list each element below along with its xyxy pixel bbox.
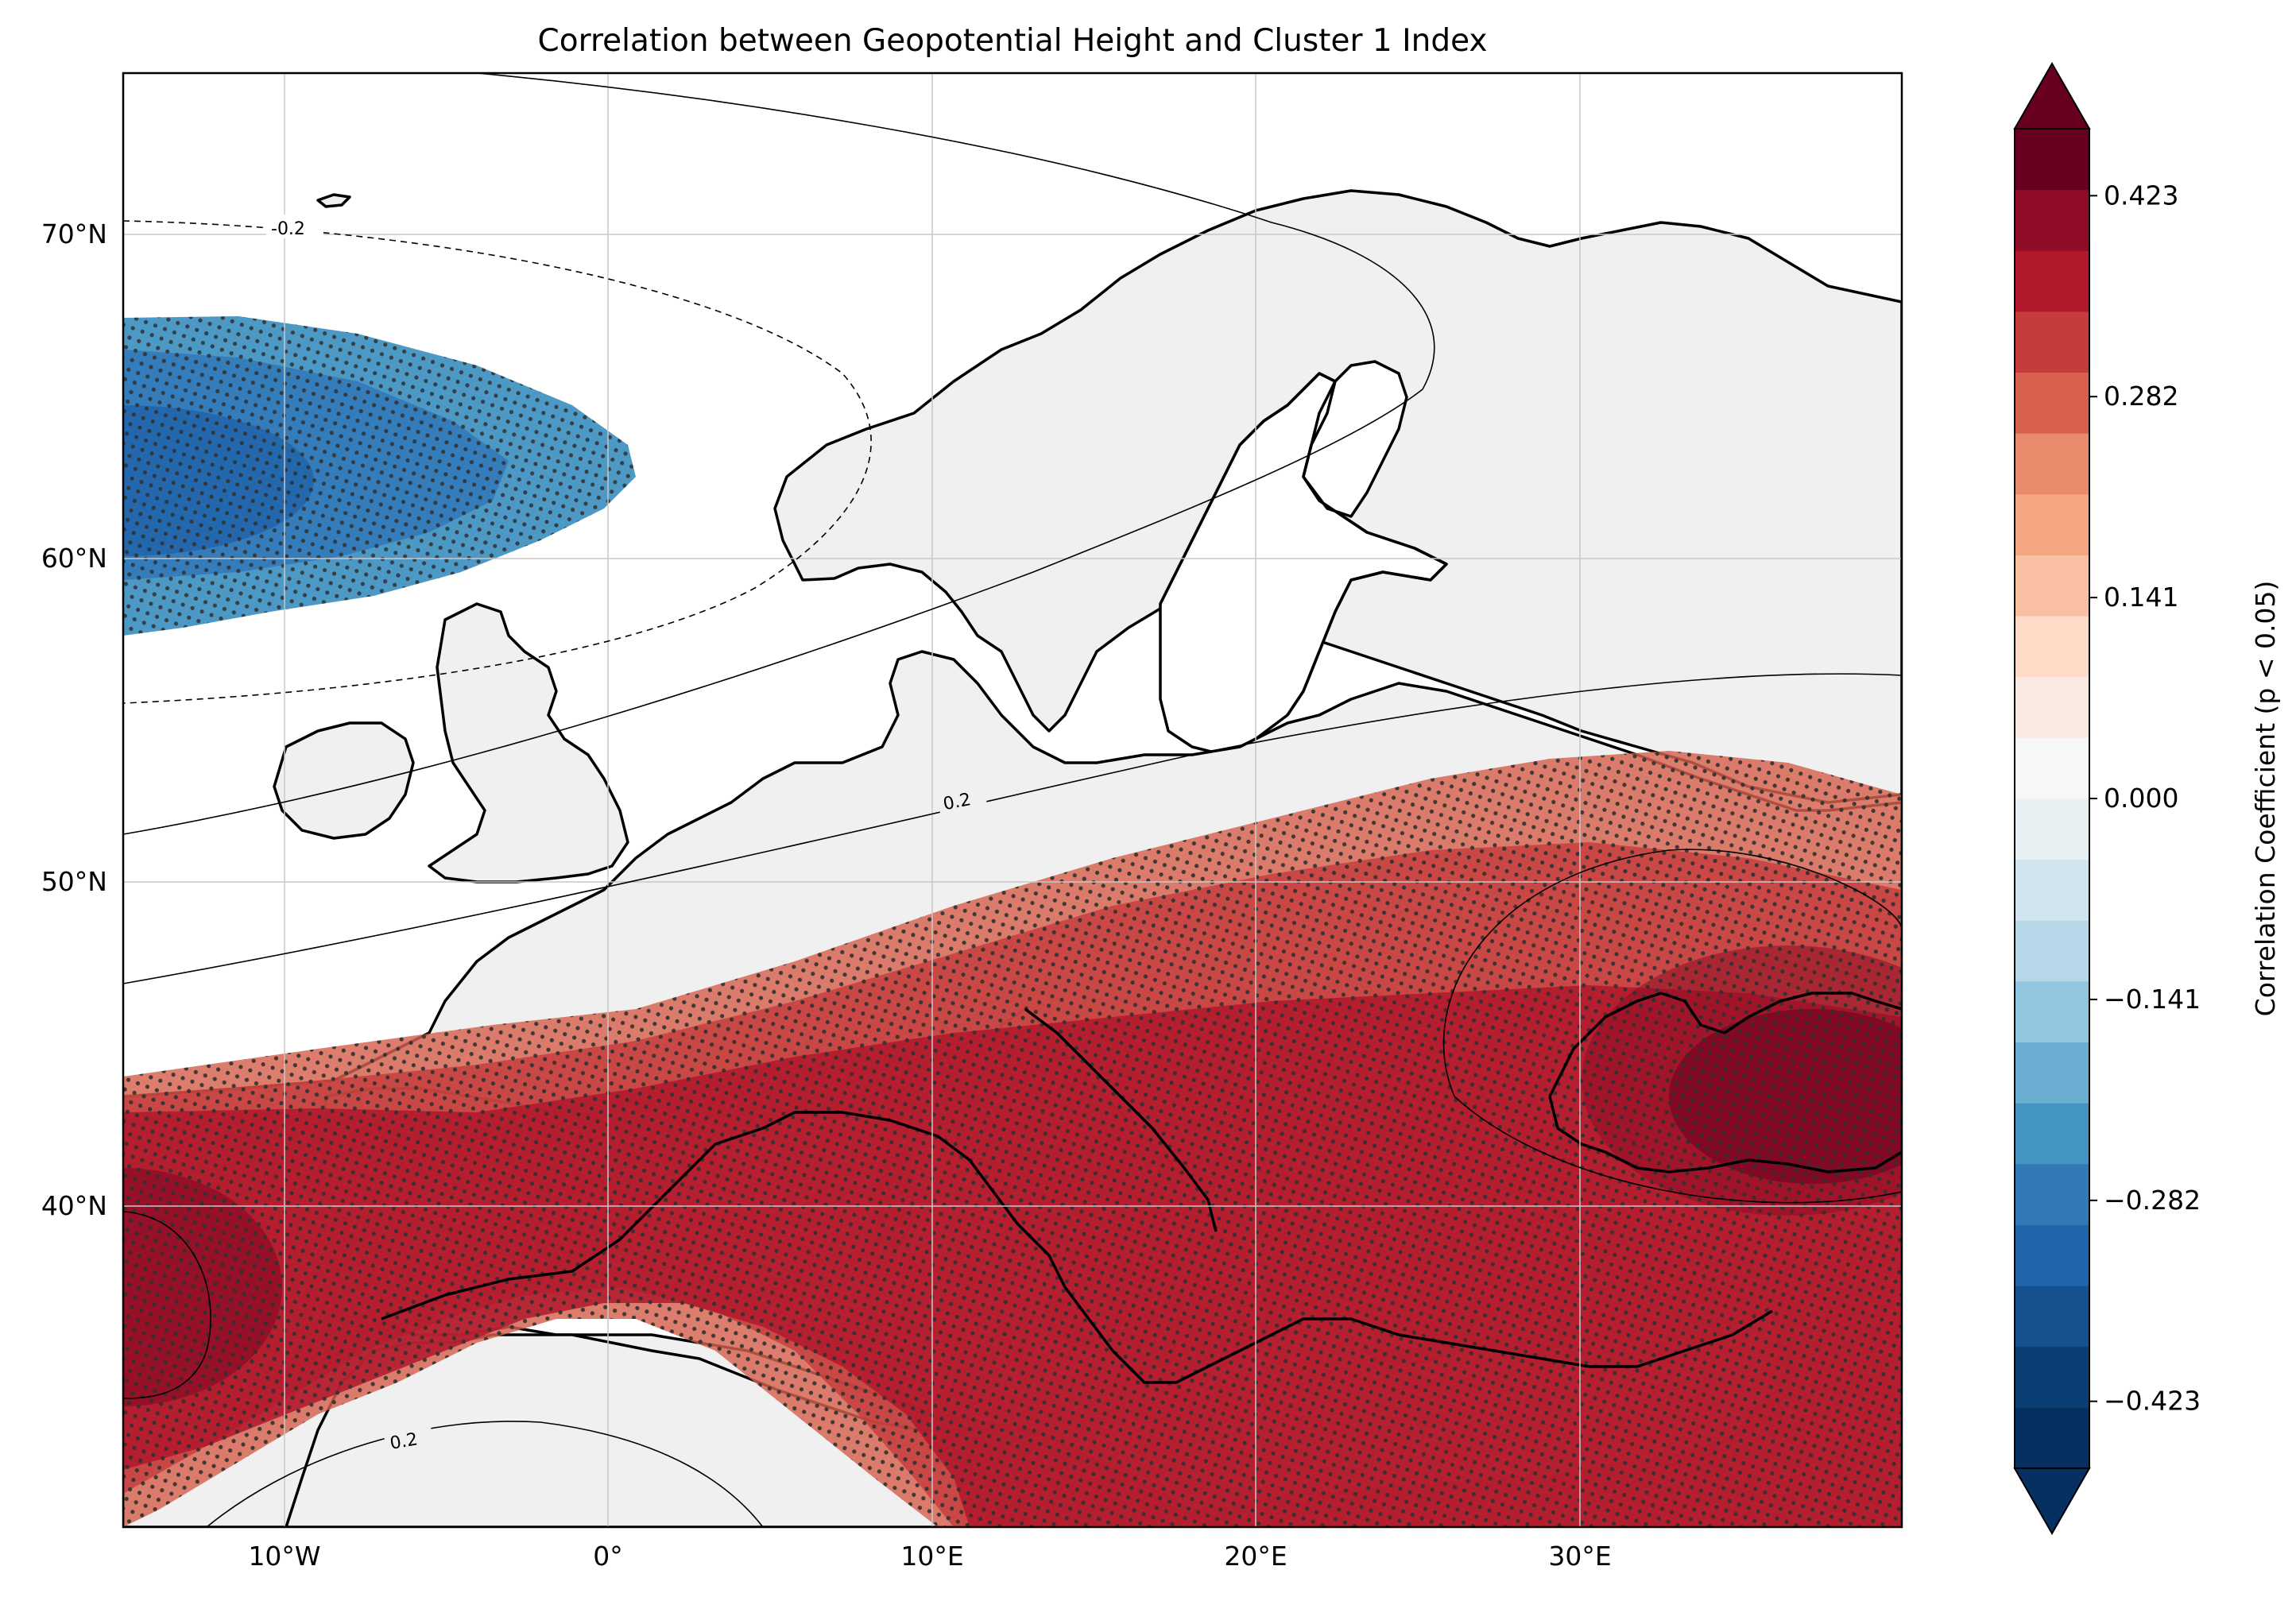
coast-baltic bbox=[1159, 372, 1448, 716]
lon-tick-30e: 30°E bbox=[1548, 1541, 1611, 1572]
coastlines bbox=[381, 372, 1902, 1384]
lon-tick-10e: 10°E bbox=[900, 1541, 963, 1572]
contour-positive-west bbox=[123, 1211, 211, 1399]
colorbar-tick-label: 0.423 bbox=[2104, 180, 2178, 211]
coast-mediterranean bbox=[381, 1111, 1773, 1384]
lat-tick-70n: 70°N bbox=[41, 218, 107, 249]
land-great-britain bbox=[428, 602, 629, 884]
colorbar-segment bbox=[2015, 1224, 2089, 1286]
colorbar-segment bbox=[2015, 859, 2089, 921]
lon-tick-20e: 20°E bbox=[1224, 1541, 1287, 1572]
colorbar-segment bbox=[2015, 493, 2089, 555]
negative-correlation-field bbox=[123, 316, 636, 636]
contour-labels: -0.2 0.2 0.2 bbox=[266, 215, 988, 1454]
land-iceland-fragment bbox=[316, 193, 351, 208]
colorbar-segment bbox=[2015, 920, 2089, 982]
colorbar-segment bbox=[2015, 250, 2089, 312]
contour-positive-africa bbox=[206, 1421, 764, 1527]
colorbar-segment bbox=[2015, 555, 2089, 617]
colorbar-tick-label: −0.141 bbox=[2104, 984, 2201, 1015]
gridlines bbox=[123, 73, 1902, 1527]
colorbar-segments bbox=[2015, 129, 2089, 1469]
colorbar-segment bbox=[2015, 1346, 2089, 1408]
pos-stipple bbox=[123, 751, 1902, 1527]
colorbar-segment bbox=[2015, 311, 2089, 373]
neg-stipple bbox=[123, 316, 636, 636]
colorbar-segment bbox=[2015, 1407, 2089, 1469]
map-frame bbox=[122, 72, 1903, 1529]
contour-lines bbox=[123, 73, 1902, 1527]
map-title: Correlation between Geopotential Height … bbox=[538, 23, 1488, 59]
colorbar-segment bbox=[2015, 1042, 2089, 1104]
colorbar-segment bbox=[2015, 1286, 2089, 1348]
colorbar-segment bbox=[2015, 980, 2089, 1043]
colorbar-tick-label: −0.282 bbox=[2104, 1185, 2201, 1216]
colorbar-segment bbox=[2015, 372, 2089, 434]
colorbar-segment bbox=[2015, 129, 2089, 191]
colorbar-tick-label: 0.000 bbox=[2104, 783, 2178, 814]
lat-tick-40n: 40°N bbox=[41, 1190, 107, 1221]
colorbar-tick-label: 0.282 bbox=[2104, 381, 2178, 412]
colorbar-top-extension bbox=[2013, 61, 2091, 130]
colorbar: 0.423 0.282 0.141 0.000 −0.141 −0.282 −0.423 C… bbox=[2013, 61, 2281, 1536]
contour-positive-mid bbox=[123, 673, 1902, 984]
contour-label-neg: -0.2 bbox=[271, 219, 305, 239]
colorbar-segment bbox=[2015, 737, 2089, 799]
colorbar-segment bbox=[2015, 1103, 2089, 1165]
lat-tick-60n: 60°N bbox=[41, 543, 107, 574]
colorbar-segment bbox=[2015, 1163, 2089, 1225]
contour-negative-dashed bbox=[123, 220, 872, 704]
contour-positive-east bbox=[1442, 849, 1902, 1204]
colorbar-segment bbox=[2015, 189, 2089, 251]
colorbar-tick-label: 0.141 bbox=[2104, 582, 2178, 613]
latitude-ticks: 70°N 60°N 50°N 40°N bbox=[41, 218, 107, 1221]
colorbar-tick-label: −0.423 bbox=[2104, 1386, 2201, 1417]
colorbar-segment bbox=[2015, 676, 2089, 738]
colorbar-bottom-extension bbox=[2013, 1467, 2091, 1536]
land-ireland bbox=[273, 721, 415, 840]
lon-tick-10w: 10°W bbox=[248, 1541, 320, 1572]
colorbar-segment bbox=[2015, 798, 2089, 860]
lat-tick-50n: 50°N bbox=[41, 866, 107, 897]
colorbar-ticks: 0.423 0.282 0.141 0.000 −0.141 −0.282 −0.423 bbox=[2089, 180, 2201, 1417]
lon-tick-0: 0° bbox=[593, 1541, 623, 1572]
coast-black-sea bbox=[1548, 992, 1902, 1174]
colorbar-segment bbox=[2015, 616, 2089, 678]
coast-adriatic bbox=[1024, 1007, 1218, 1232]
positive-correlation-field bbox=[123, 751, 1902, 1527]
map-panel: -0.2 0.2 0.2 bbox=[123, 73, 1902, 1527]
contour-label-pos-africa: 0.2 bbox=[389, 1429, 420, 1454]
colorbar-label: Correlation Coefficient (p < 0.05) bbox=[2250, 581, 2281, 1017]
contour-positive-north bbox=[123, 73, 1435, 835]
colorbar-segment bbox=[2015, 433, 2089, 495]
longitude-ticks: 10°W 0° 10°E 20°E 30°E bbox=[248, 1541, 1611, 1572]
